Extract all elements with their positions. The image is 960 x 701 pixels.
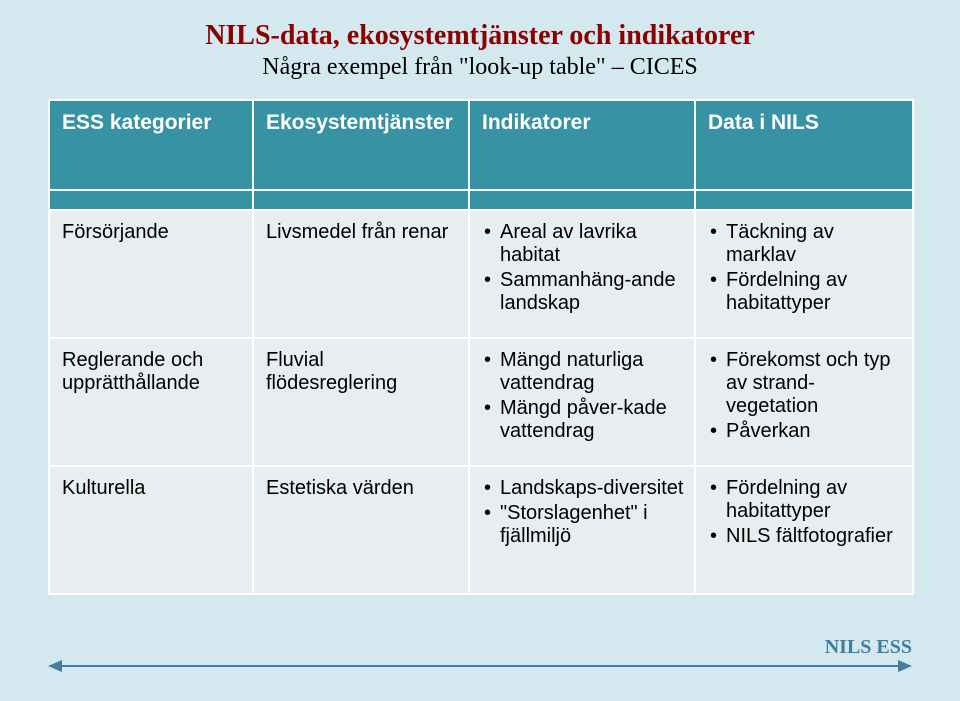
list-item: Fördelning av habitattyper (708, 477, 902, 523)
double-arrow-icon (48, 657, 912, 675)
th-ess-categories: ESS kategorier (49, 100, 253, 190)
list-item: Påverkan (708, 420, 902, 443)
services-table: ESS kategorier Ekosystemtjänster Indikat… (48, 99, 914, 595)
cell-category: Kulturella (49, 466, 253, 594)
table-header-row: ESS kategorier Ekosystemtjänster Indikat… (49, 100, 913, 190)
list-item: Fördelning av habitattyper (708, 269, 902, 315)
list-item: Areal av lavrika habitat (482, 221, 684, 267)
list-item: Mängd naturliga vattendrag (482, 349, 684, 395)
list-item: NILS fältfotografier (708, 525, 902, 548)
cell-indicators: Landskaps-diversitet "Storslagenhet" i f… (469, 466, 695, 594)
slide-subtitle: Några exempel från "look-up table" – CIC… (48, 54, 912, 81)
cell-indicators: Mängd naturliga vattendrag Mängd påver-k… (469, 338, 695, 466)
cell-data: Fördelning av habitattyper NILS fältfoto… (695, 466, 913, 594)
cell-indicators: Areal av lavrika habitat Sammanhäng-ande… (469, 210, 695, 338)
table-row: Försörjande Livsmedel från renar Areal a… (49, 210, 913, 338)
cell-data: Förekomst och typ av strand-vegetation P… (695, 338, 913, 466)
list-item: "Storslagenhet" i fjällmiljö (482, 502, 684, 548)
cell-service: Fluvial flödesreglering (253, 338, 469, 466)
list-item: Förekomst och typ av strand-vegetation (708, 349, 902, 418)
list-item: Sammanhäng-ande landskap (482, 269, 684, 315)
gap-row (49, 190, 913, 210)
table-row: Reglerande och upprätthållande Fluvial f… (49, 338, 913, 466)
table-row: Kulturella Estetiska värden Landskaps-di… (49, 466, 913, 594)
cell-service: Livsmedel från renar (253, 210, 469, 338)
slide: NILS-data, ekosystemtjänster och indikat… (0, 0, 960, 701)
slide-title: NILS-data, ekosystemtjänster och indikat… (48, 20, 912, 52)
th-indicators: Indikatorer (469, 100, 695, 190)
footer-label: NILS ESS (825, 636, 912, 659)
cell-category: Reglerande och upprätthållande (49, 338, 253, 466)
th-ecosystem-services: Ekosystemtjänster (253, 100, 469, 190)
cell-data: Täckning av marklav Fördelning av habita… (695, 210, 913, 338)
th-data-nils: Data i NILS (695, 100, 913, 190)
cell-service: Estetiska värden (253, 466, 469, 594)
list-item: Täckning av marklav (708, 221, 902, 267)
cell-category: Försörjande (49, 210, 253, 338)
list-item: Mängd påver-kade vattendrag (482, 397, 684, 443)
list-item: Landskaps-diversitet (482, 477, 684, 500)
